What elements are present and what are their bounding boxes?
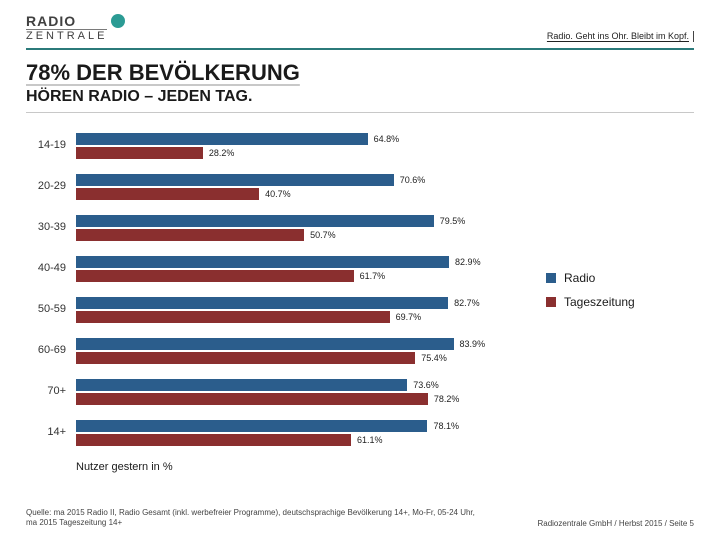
category-axis: 14-19 20-29 30-39 40-49 50-59 60-69 70+ 14+ [26,125,70,455]
bar-value-label: 79.5% [440,216,466,226]
bar-radio [76,215,434,227]
bar-value-label: 82.7% [454,298,480,308]
title-line-2: HÖREN RADIO – JEDEN TAG. [26,88,694,106]
bar-value-label: 69.7% [396,312,422,322]
footer-source: Quelle: ma 2015 Radio II, Radio Gesamt (… [26,508,486,528]
logo: RADIO ZENTRALE [26,14,125,42]
category-label: 40-49 [38,262,66,274]
footer-right: Radiozentrale GmbH / Herbst 2015 / Seite… [537,519,694,528]
bar-radio [76,420,427,432]
bar-value-label: 64.8% [374,134,400,144]
legend-label: Tageszeitung [564,295,635,309]
bar-chart: 14-19 20-29 30-39 40-49 50-59 60-69 70+ 14+ 64.… [26,125,526,455]
bar-tageszeitung [76,270,354,282]
legend-swatch-tageszeitung [546,297,556,307]
logo-word-top: RADIO [26,14,107,30]
bar-value-label: 82.9% [455,257,481,267]
bar-radio [76,256,449,268]
bar-value-label: 50.7% [310,230,336,240]
legend-item-radio: Radio [546,271,666,285]
category-label: 14-19 [38,139,66,151]
category-label: 14+ [47,426,66,438]
bar-tageszeitung [76,147,203,159]
bar-tageszeitung [76,188,259,200]
axis-note: Nutzer gestern in % [26,461,694,473]
bar-radio [76,297,448,309]
category-label: 20-29 [38,180,66,192]
bar-tageszeitung [76,352,415,364]
bar-value-label: 61.1% [357,435,383,445]
bar-radio [76,379,407,391]
legend-label: Radio [564,271,595,285]
bar-tageszeitung [76,229,304,241]
bar-value-label: 40.7% [265,189,291,199]
bar-value-label: 28.2% [209,148,235,158]
legend-item-tageszeitung: Tageszeitung [546,295,666,309]
title-line-1: 78% DER BEVÖLKERUNG [26,60,694,86]
footer: Quelle: ma 2015 Radio II, Radio Gesamt (… [26,508,694,528]
category-label: 60-69 [38,344,66,356]
bar-value-label: 70.6% [400,175,426,185]
bar-value-label: 75.4% [421,353,447,363]
category-label: 70+ [47,385,66,397]
bar-radio [76,174,394,186]
logo-text: RADIO ZENTRALE [26,14,107,42]
slide: RADIO ZENTRALE Radio. Geht ins Ohr. Blei… [0,0,720,540]
bar-value-label: 78.1% [433,421,459,431]
tagline: Radio. Geht ins Ohr. Bleibt im Kopf. [547,31,694,42]
bar-tageszeitung [76,311,390,323]
logo-word-bottom: ZENTRALE [26,30,107,42]
legend-swatch-radio [546,273,556,283]
bar-value-label: 83.9% [460,339,486,349]
legend: Radio Tageszeitung [526,125,666,455]
bar-value-label: 61.7% [360,271,386,281]
bar-radio [76,338,454,350]
bar-tageszeitung [76,393,428,405]
bar-value-label: 78.2% [434,394,460,404]
category-label: 30-39 [38,221,66,233]
bar-radio [76,133,368,145]
bar-value-label: 73.6% [413,380,439,390]
chart-area: 14-19 20-29 30-39 40-49 50-59 60-69 70+ 14+ 64.… [26,125,694,455]
bar-tageszeitung [76,434,351,446]
logo-dot-icon [111,14,125,28]
header: RADIO ZENTRALE Radio. Geht ins Ohr. Blei… [26,14,694,50]
chart-rows: 64.8% 28.2% 70.6% 40.7% 79.5% 50.7% 82.9% 61.7%… [76,125,526,455]
title-block: 78% DER BEVÖLKERUNG HÖREN RADIO – JEDEN … [26,60,694,113]
category-label: 50-59 [38,303,66,315]
